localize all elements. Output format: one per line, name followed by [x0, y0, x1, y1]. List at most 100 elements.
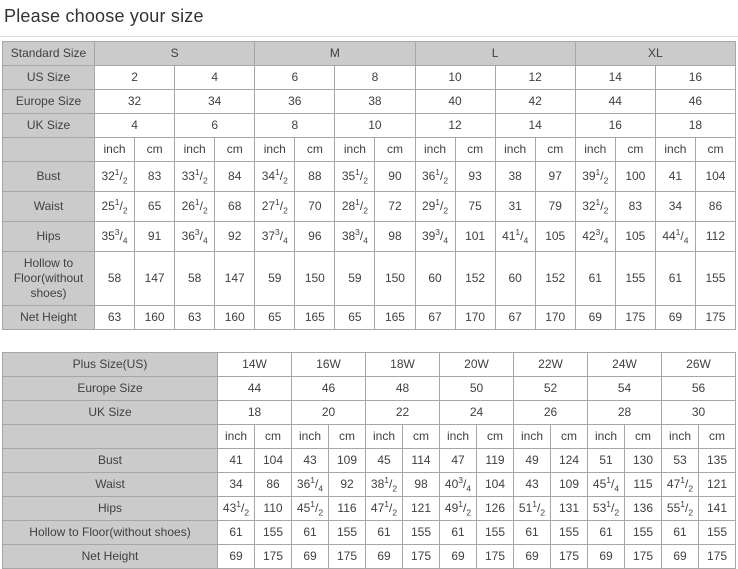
size-value-cell: 2	[93, 65, 176, 90]
size-value-cell: 14	[574, 65, 656, 90]
title-divider	[0, 36, 738, 37]
measure-cm-cell: 175	[698, 544, 736, 569]
unit-label-cell: inch	[654, 137, 696, 162]
size-value-cell: 20	[291, 400, 366, 425]
size-value-cell: 50	[439, 376, 514, 401]
group-header-cell: 26W	[661, 352, 736, 377]
measure-cm-cell: 104	[694, 161, 737, 192]
measure-cm-cell: 121	[698, 472, 736, 497]
measure-inch-cell: 61	[574, 251, 616, 306]
measure-cm-cell: 170	[534, 305, 576, 330]
measure-cm-cell: 152	[454, 251, 496, 306]
measure-cm-cell: 79	[534, 191, 576, 222]
measure-inch-cell: 69	[661, 544, 699, 569]
measure-inch-cell: 69	[587, 544, 625, 569]
measure-inch-cell: 281/2	[334, 191, 376, 222]
unit-label-cell: inch	[414, 137, 456, 162]
measure-inch-cell: 67	[494, 305, 536, 330]
measure-cm-cell: 155	[624, 520, 662, 545]
measure-inch-cell: 291/2	[414, 191, 456, 222]
measure-inch-cell: 59	[254, 251, 296, 306]
measure-inch-cell: 471/2	[365, 496, 403, 521]
measure-cm-cell: 160	[134, 305, 176, 330]
row-label: Waist	[2, 191, 95, 222]
measure-inch-cell: 383/4	[334, 221, 376, 252]
measure-cm-cell: 136	[624, 496, 662, 521]
row-label: Bust	[2, 161, 95, 192]
measure-cm-cell: 104	[476, 472, 514, 497]
measure-cm-cell: 112	[694, 221, 737, 252]
measure-cm-cell: 65	[134, 191, 176, 222]
group-header-cell: S	[93, 41, 256, 66]
group-header-cell: 14W	[217, 352, 292, 377]
size-value-cell: 8	[334, 65, 416, 90]
measure-cm-cell: 92	[328, 472, 366, 497]
measure-inch-cell: 61	[217, 520, 255, 545]
measure-cm-cell: 109	[328, 448, 366, 473]
size-value-cell: 16	[574, 113, 656, 138]
measure-cm-cell: 91	[134, 221, 176, 252]
measure-inch-cell: 41	[654, 161, 696, 192]
measure-inch-cell: 551/2	[661, 496, 699, 521]
measure-inch-cell: 61	[439, 520, 477, 545]
measure-inch-cell: 373/4	[254, 221, 296, 252]
size-value-cell: 44	[574, 89, 656, 114]
unit-label-cell: cm	[550, 424, 588, 449]
size-value-cell: 52	[513, 376, 588, 401]
measure-cm-cell: 160	[214, 305, 256, 330]
size-value-cell: 48	[365, 376, 440, 401]
measure-inch-cell: 261/2	[174, 191, 216, 222]
measure-cm-cell: 152	[534, 251, 576, 306]
corner-label: Standard Size	[2, 41, 95, 66]
measure-inch-cell: 431/2	[217, 496, 255, 521]
size-value-cell: 44	[217, 376, 292, 401]
row-label: Europe Size	[2, 376, 218, 401]
measure-inch-cell: 321/2	[574, 191, 616, 222]
measure-inch-cell: 251/2	[93, 191, 136, 222]
measure-inch-cell: 441/4	[654, 221, 696, 252]
unit-label-cell: cm	[454, 137, 496, 162]
size-value-cell: 6	[174, 113, 256, 138]
corner-label: Plus Size(US)	[2, 352, 218, 377]
measure-cm-cell: 155	[614, 251, 656, 306]
measure-cm-cell: 116	[328, 496, 366, 521]
measure-cm-cell: 155	[550, 520, 588, 545]
plus-size-table: Plus Size(US) 14W 16W 18W 20W 22W 24W 26W Europe…	[2, 352, 736, 569]
measure-inch-cell: 69	[291, 544, 329, 569]
size-value-cell: 46	[291, 376, 366, 401]
size-value-cell: 18	[654, 113, 737, 138]
page-title: Please choose your size	[4, 6, 204, 26]
measure-cm-cell: 155	[254, 520, 292, 545]
measure-cm-cell: 104	[254, 448, 292, 473]
row-label: Bust	[2, 448, 218, 473]
measure-cm-cell: 115	[624, 472, 662, 497]
size-value-cell: 46	[654, 89, 737, 114]
measure-inch-cell: 61	[587, 520, 625, 545]
row-label: UK Size	[2, 113, 95, 138]
measure-inch-cell: 351/2	[334, 161, 376, 192]
measure-inch-cell: 65	[254, 305, 296, 330]
measure-inch-cell: 63	[93, 305, 136, 330]
unit-label-cell: inch	[93, 137, 136, 162]
measure-inch-cell: 423/4	[574, 221, 616, 252]
measure-inch-cell: 43	[291, 448, 329, 473]
measure-cm-cell: 175	[624, 544, 662, 569]
group-header-cell: M	[254, 41, 416, 66]
measure-inch-cell: 60	[494, 251, 536, 306]
measure-inch-cell: 43	[513, 472, 551, 497]
unit-label-cell: inch	[254, 137, 296, 162]
measure-inch-cell: 31	[494, 191, 536, 222]
measure-inch-cell: 34	[217, 472, 255, 497]
measure-cm-cell: 93	[454, 161, 496, 192]
measure-cm-cell: 130	[624, 448, 662, 473]
row-label: Waist	[2, 472, 218, 497]
size-value-cell: 12	[494, 65, 576, 90]
measure-inch-cell: 59	[334, 251, 376, 306]
measure-inch-cell: 38	[494, 161, 536, 192]
row-label: UK Size	[2, 400, 218, 425]
measure-inch-cell: 61	[661, 520, 699, 545]
measure-cm-cell: 155	[402, 520, 440, 545]
row-label: US Size	[2, 65, 95, 90]
measure-cm-cell: 100	[614, 161, 656, 192]
size-chart-page: Please choose your size Standard Size S M L…	[0, 6, 738, 569]
